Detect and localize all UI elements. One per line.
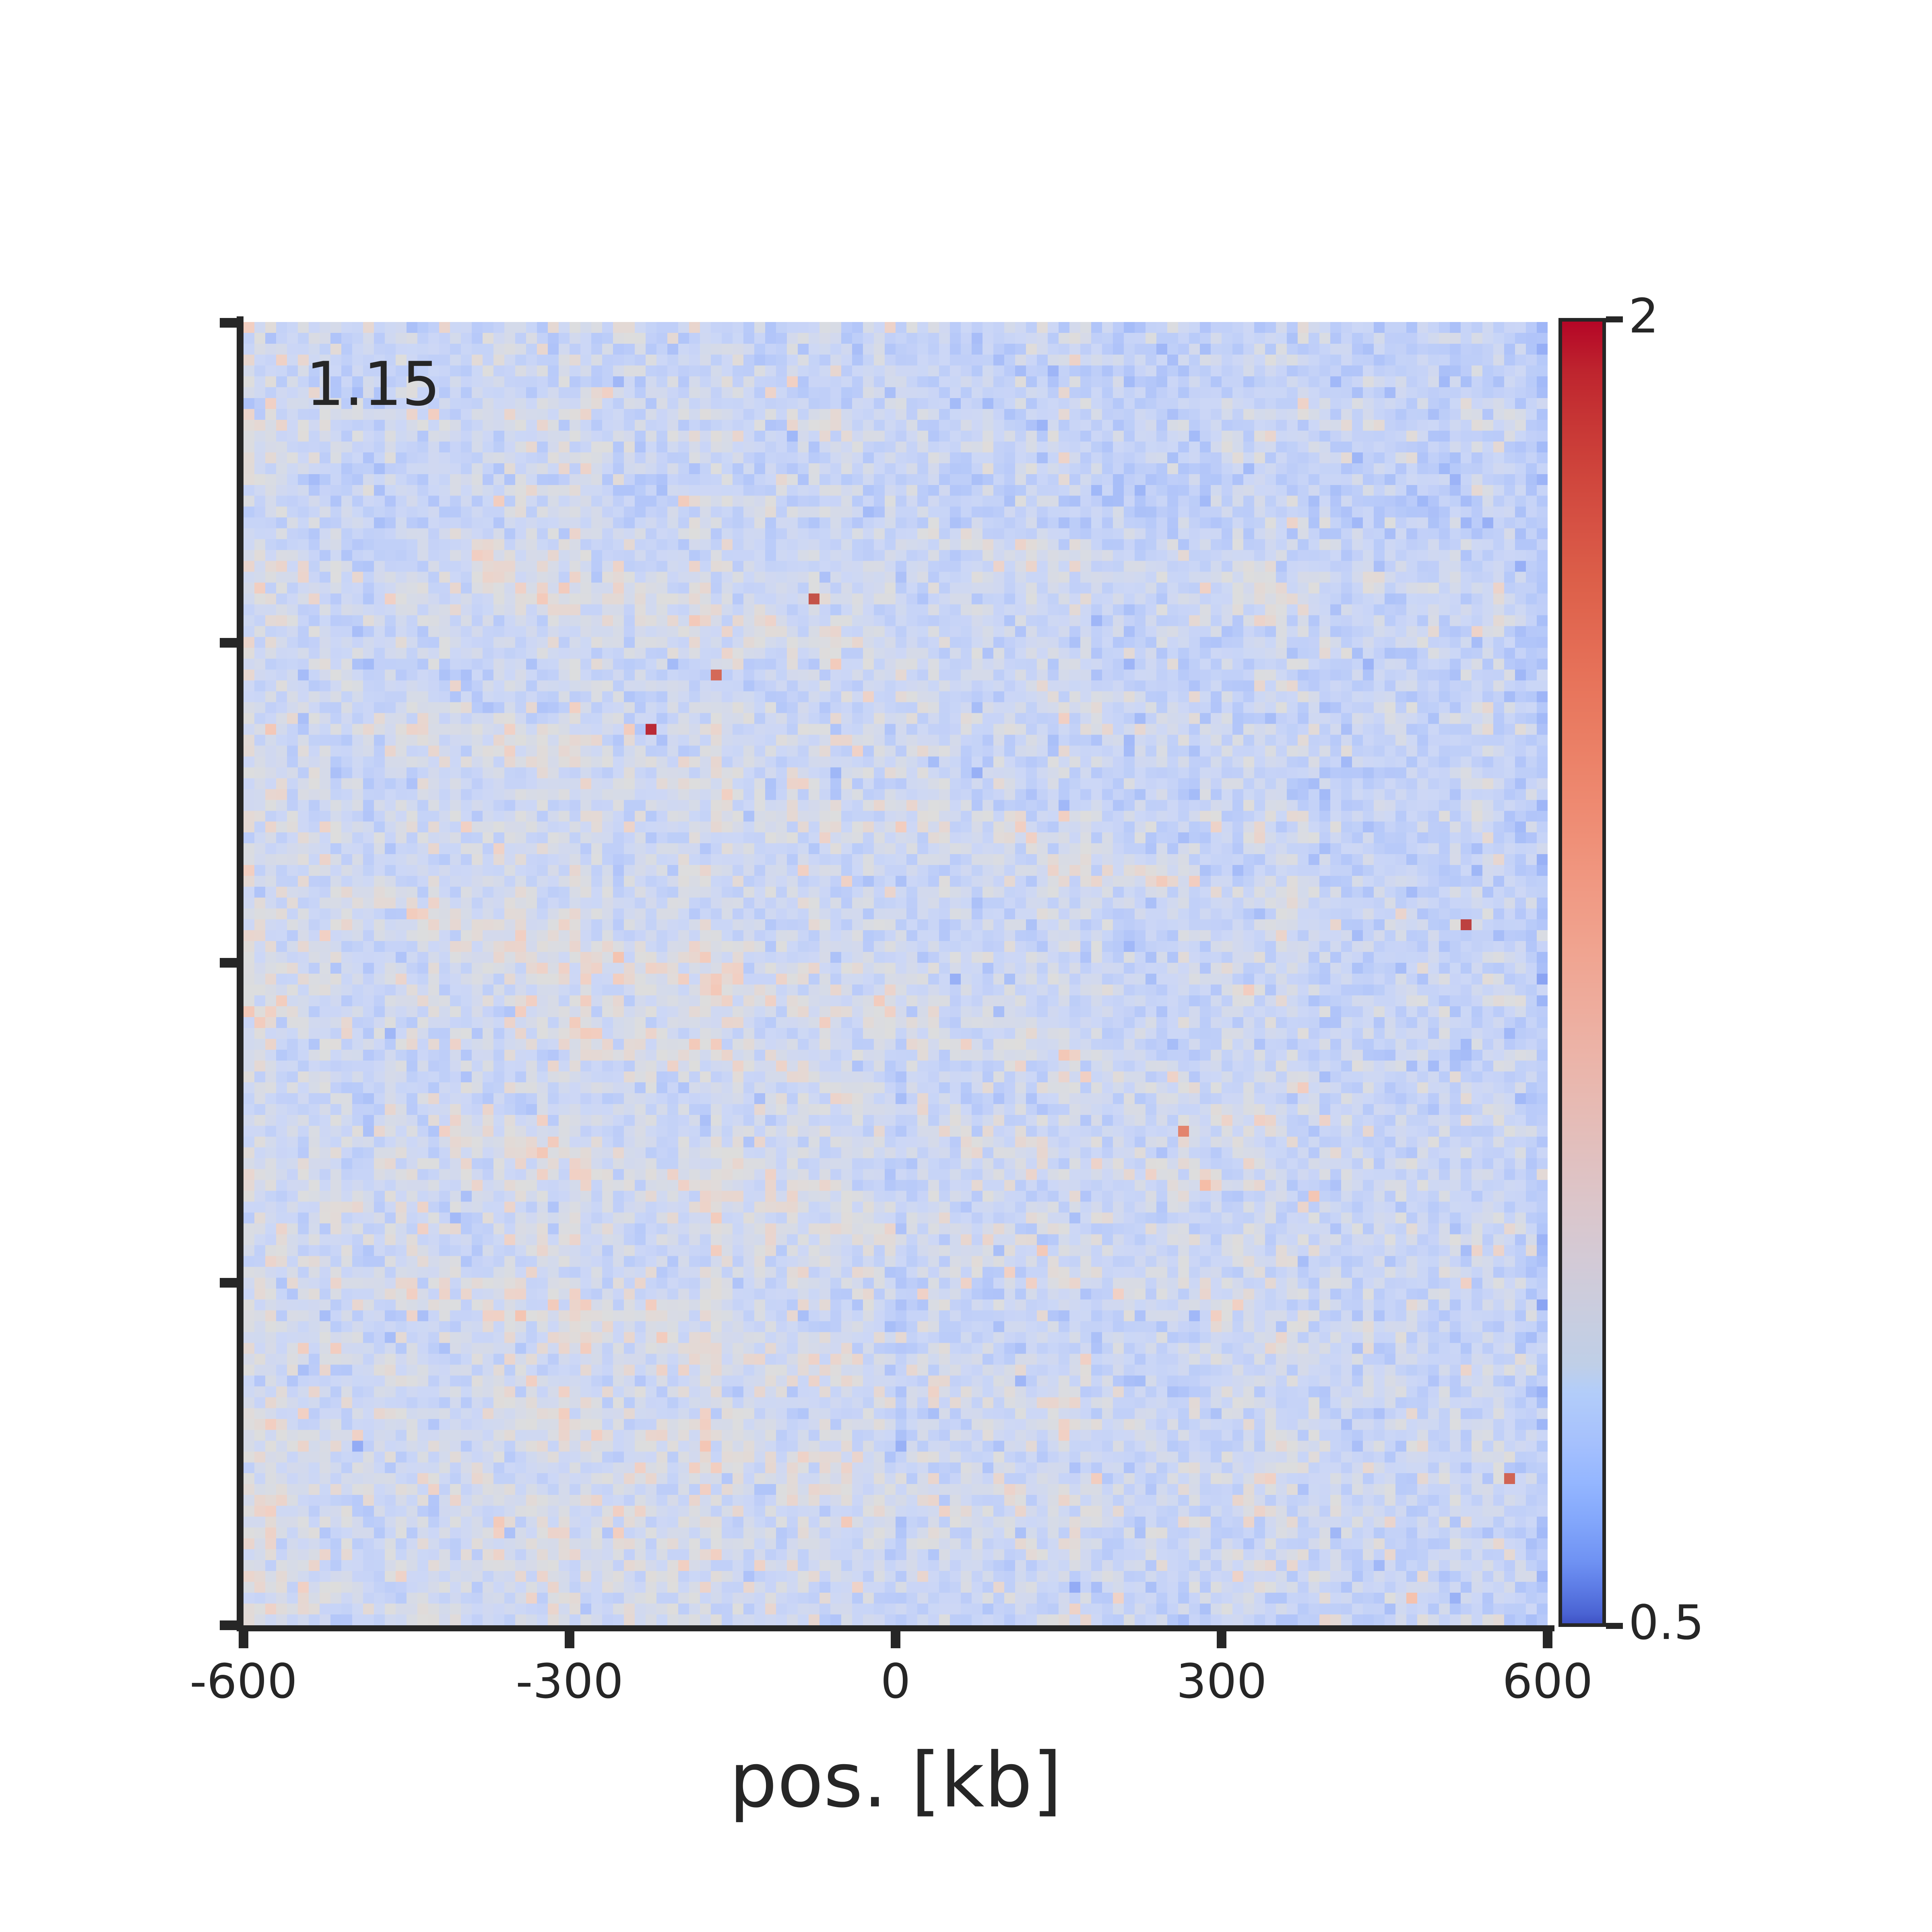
heatmap-image <box>244 322 1548 1625</box>
x-tick-4 <box>1543 1631 1552 1648</box>
axis-spine-bottom <box>237 1625 1554 1631</box>
y-tick-1 <box>220 638 237 648</box>
y-tick-0 <box>220 318 237 328</box>
y-tick-2 <box>220 958 237 968</box>
x-axis-label: pos. [kb] <box>729 1736 1062 1825</box>
y-tick-3 <box>220 1278 237 1288</box>
colorbar[interactable] <box>1558 318 1606 1627</box>
x-tick-1 <box>565 1631 574 1648</box>
x-tick-label-1: -300 <box>516 1653 623 1709</box>
x-tick-label-4: 600 <box>1502 1653 1593 1709</box>
x-tick-2 <box>891 1631 900 1648</box>
heatmap-plot-area[interactable] <box>244 322 1548 1625</box>
x-tick-3 <box>1217 1631 1226 1648</box>
x-tick-label-2: 0 <box>880 1653 911 1709</box>
x-tick-0 <box>239 1631 248 1648</box>
x-tick-label-3: 300 <box>1176 1653 1267 1709</box>
panel-value-annotation: 1.15 <box>306 349 440 419</box>
colorbar-gradient <box>1558 318 1606 1627</box>
x-tick-label-0: -600 <box>190 1653 297 1709</box>
colorbar-tick-max <box>1606 316 1623 322</box>
axis-spine-left <box>237 316 244 1631</box>
colorbar-tick-min <box>1606 1623 1623 1629</box>
colorbar-label-min: 0.5 <box>1629 1595 1704 1650</box>
colorbar-label-max: 2 <box>1629 288 1659 344</box>
y-tick-4 <box>220 1620 237 1630</box>
